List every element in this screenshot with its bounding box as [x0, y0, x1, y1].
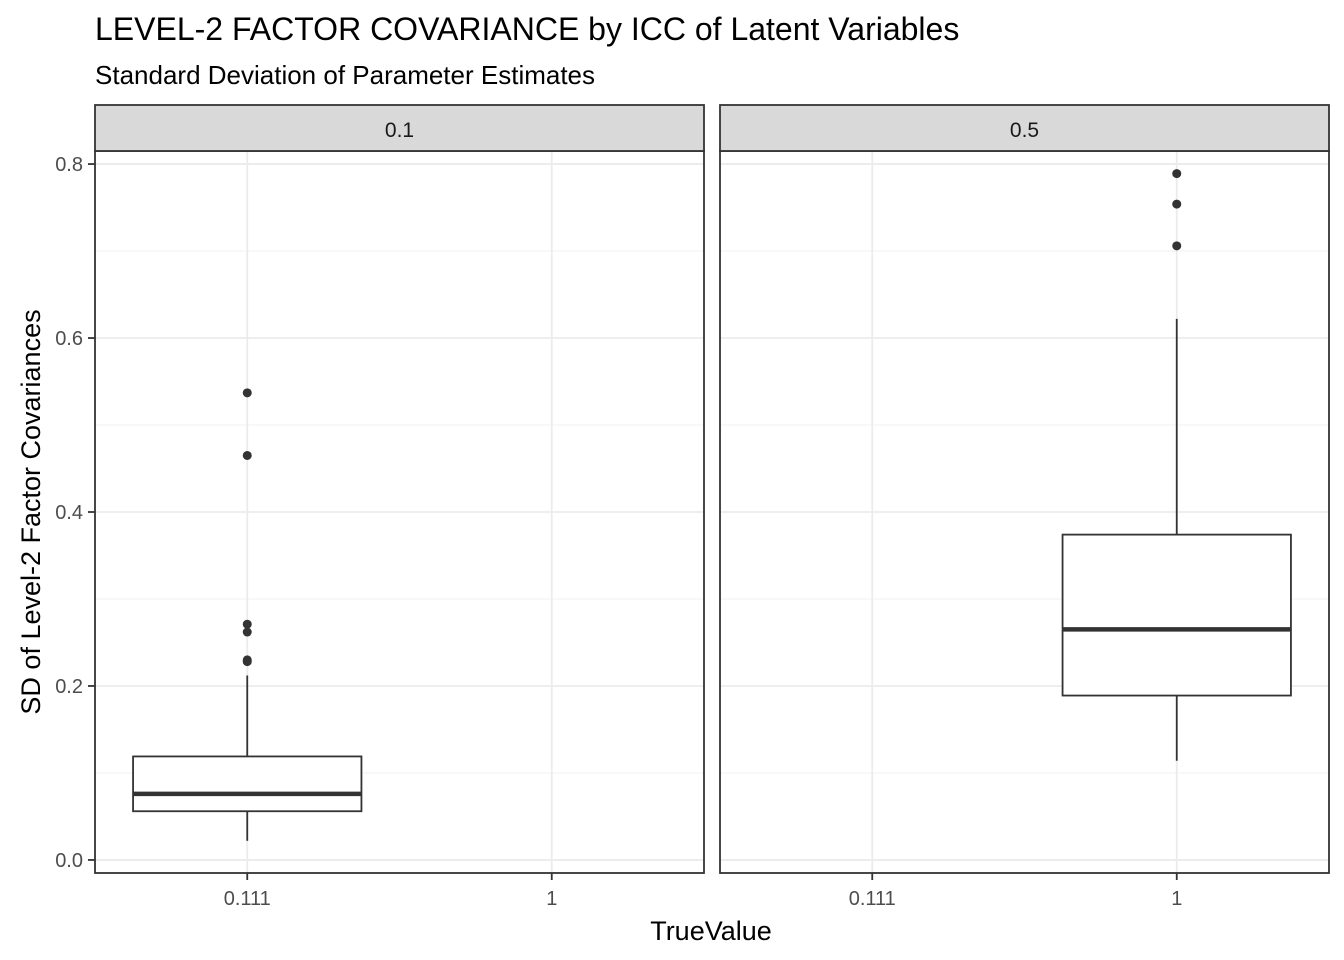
outlier-point — [1172, 241, 1182, 251]
outlier-point — [242, 655, 252, 665]
facet-panels: 0.1 0.111 1 0.5 0.111 1 0.0 0.2 0.4 0.6 0.8 — [55, 104, 1330, 910]
chart-title: LEVEL-2 FACTOR COVARIANCE by ICC of Late… — [95, 11, 959, 47]
y-tick-label: 0.6 — [55, 328, 83, 350]
iqr-box — [132, 755, 363, 813]
facet-panel: 0.5 0.111 1 — [719, 104, 1330, 910]
facet-strip — [94, 104, 705, 152]
y-tick-label: 0.0 — [55, 850, 83, 872]
x-tick-label: 0.111 — [849, 888, 896, 910]
facet-strip — [719, 104, 1330, 152]
outlier-point — [1172, 199, 1182, 209]
x-axis-title: TrueValue — [650, 916, 772, 946]
facet-panel: 0.1 0.111 1 — [94, 104, 705, 910]
outlier-point — [242, 450, 252, 460]
y-tick-label: 0.4 — [55, 502, 83, 524]
iqr-box — [1061, 533, 1292, 697]
outlier-point — [242, 619, 252, 629]
y-axis-title: SD of Level-2 Factor Covariances — [16, 309, 46, 714]
x-tick-label: 1 — [1171, 888, 1182, 910]
chart-subtitle: Standard Deviation of Parameter Estimate… — [95, 60, 595, 90]
x-tick-label: 1 — [546, 888, 557, 910]
box-0.111 — [132, 388, 363, 841]
facet-strip-label: 0.1 — [385, 119, 414, 142]
facet-strip-label: 0.5 — [1010, 119, 1039, 142]
outlier-point — [242, 627, 252, 637]
outlier-point — [242, 388, 252, 398]
y-tick-label: 0.2 — [55, 676, 83, 698]
y-tick-label: 0.8 — [55, 154, 83, 176]
outlier-point — [1172, 169, 1182, 179]
box-1 — [1061, 169, 1292, 761]
x-tick-label: 0.111 — [224, 888, 271, 910]
